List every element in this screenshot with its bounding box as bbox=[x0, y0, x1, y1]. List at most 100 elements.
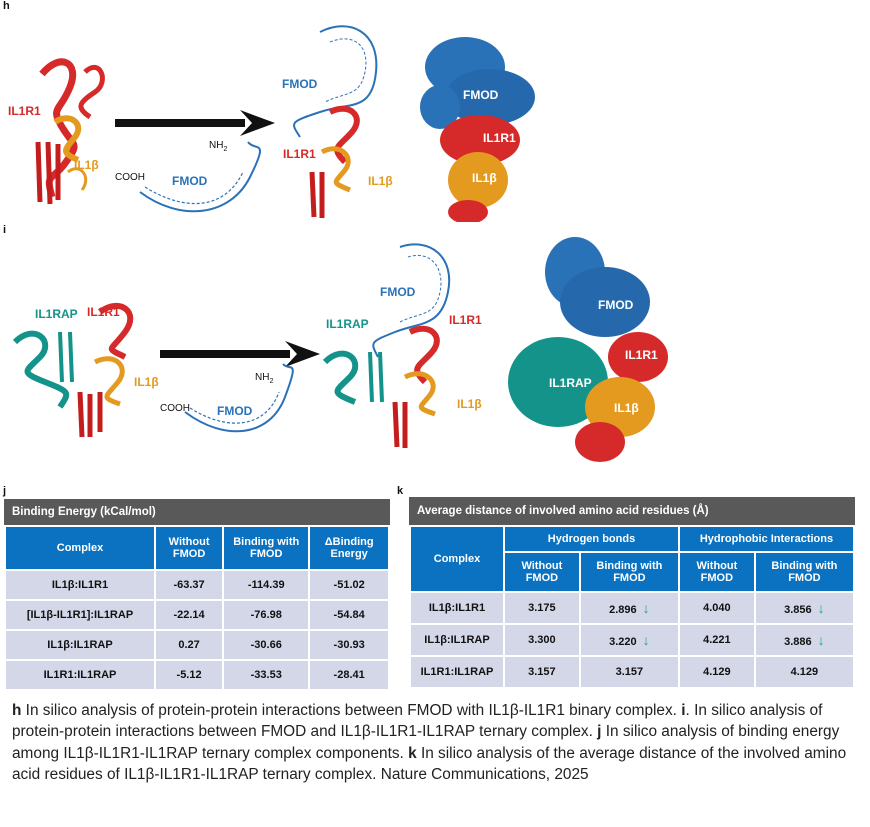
fmod-ribbon-bound bbox=[293, 25, 378, 138]
k-sub-header: Without FMOD bbox=[505, 553, 579, 591]
k-cell: 3.856 ↓ bbox=[755, 593, 853, 623]
binding-energy-grid: Complex Without FMOD Binding with FMOD Δ… bbox=[4, 525, 390, 691]
i-left-il1rap-label: IL1RAP bbox=[35, 307, 78, 321]
k-sub-header: Binding with FMOD bbox=[755, 553, 853, 591]
j-header-complex: Complex bbox=[6, 527, 154, 569]
j-header-without: Without FMOD bbox=[156, 527, 223, 569]
fmod-ribbon-free bbox=[139, 141, 261, 213]
k-cell: IL1β:IL1R1 bbox=[411, 593, 503, 623]
table-row: IL1β:IL1R1 -63.37 -114.39 -51.02 bbox=[6, 571, 388, 599]
il1rap-ribbon-left bbox=[12, 330, 74, 409]
j-cell: -33.53 bbox=[224, 661, 309, 689]
il1b-ribbon-mid bbox=[320, 146, 351, 193]
h-surface-model bbox=[420, 37, 535, 222]
down-arrow-icon: ↓ bbox=[642, 632, 650, 648]
h-free-fmod-label: FMOD bbox=[172, 174, 208, 188]
h-left-il1b-label: IL1β bbox=[74, 158, 99, 172]
i-surf-fmod-label: FMOD bbox=[598, 298, 634, 312]
j-cell: -28.41 bbox=[310, 661, 388, 689]
j-cell: -51.02 bbox=[310, 571, 388, 599]
panel-letter-i: i bbox=[3, 224, 7, 236]
j-header-delta: ΔBinding Energy bbox=[310, 527, 388, 569]
h-mid-fmod-label: FMOD bbox=[282, 77, 318, 91]
distance-title: Average distance of involved amino acid … bbox=[409, 497, 855, 525]
j-cell: -63.37 bbox=[156, 571, 223, 599]
k-cell: 4.221 bbox=[679, 625, 754, 655]
i-surface-model bbox=[508, 237, 668, 462]
i-mid-il1b-label: IL1β bbox=[457, 397, 482, 411]
table-row: [IL1β-IL1R1]:IL1RAP -22.14 -76.98 -54.84 bbox=[6, 601, 388, 629]
caption-j-text: In silico analysis of binding energy amo… bbox=[12, 723, 840, 762]
caption-k-letter: k bbox=[408, 744, 417, 762]
k-header-hydrophobic: Hydrophobic Interactions bbox=[679, 527, 853, 551]
h-surf-il1r1-label: IL1R1 bbox=[483, 131, 516, 145]
i-nh2-label: NH2 bbox=[255, 372, 273, 385]
k-header-complex: Complex bbox=[411, 527, 503, 591]
h-arrow bbox=[115, 110, 275, 136]
down-arrow-icon: ↓ bbox=[642, 600, 650, 616]
table-row: IL1β:IL1RAP 0.27 -30.66 -30.93 bbox=[6, 631, 388, 659]
table-row: IL1R1:IL1RAP -5.12 -33.53 -28.41 bbox=[6, 661, 388, 689]
i-cooh-label: COOH bbox=[160, 403, 190, 414]
j-cell: IL1β:IL1R1 bbox=[6, 571, 154, 599]
table-row: IL1β:IL1R1 3.175 2.896 ↓ 4.040 3.856 ↓ bbox=[411, 593, 853, 623]
k-sub-header: Without FMOD bbox=[679, 553, 754, 591]
j-cell: -76.98 bbox=[224, 601, 309, 629]
i-mid-il1rap-label: IL1RAP bbox=[326, 317, 369, 331]
k-cell: 3.157 bbox=[580, 657, 678, 687]
il1rap-ribbon-i-mid bbox=[322, 350, 384, 405]
i-surf-il1r1-label: IL1R1 bbox=[625, 348, 658, 362]
il1r1-ribbon-left bbox=[35, 58, 105, 205]
distance-grid: Complex Hydrogen bonds Hydrophobic Inter… bbox=[409, 525, 855, 689]
h-cooh-label: COOH bbox=[115, 172, 145, 183]
k-cell: 3.220 ↓ bbox=[580, 625, 678, 655]
fmod-ribbon-i-free bbox=[184, 363, 294, 433]
caption-h-letter: h bbox=[12, 702, 22, 719]
il1b-ribbon-i-left bbox=[93, 356, 125, 407]
caption-i-text: . In silico analysis of protein-protein … bbox=[12, 702, 823, 741]
fmod-ribbon-i-bound bbox=[372, 243, 451, 358]
il1b-ribbon-i-mid bbox=[403, 371, 436, 417]
il1b-ribbon-left bbox=[53, 115, 88, 191]
k-cell: 3.175 bbox=[505, 593, 579, 623]
j-cell: -5.12 bbox=[156, 661, 223, 689]
k-cell: 3.886 ↓ bbox=[755, 625, 853, 655]
i-mid-il1r1-label: IL1R1 bbox=[449, 313, 482, 327]
i-free-fmod-label: FMOD bbox=[217, 404, 253, 418]
down-arrow-icon: ↓ bbox=[817, 632, 825, 648]
binding-energy-title: Binding Energy (kCal/mol) bbox=[4, 499, 390, 525]
k-cell: IL1R1:IL1RAP bbox=[411, 657, 503, 687]
caption-k-text: In silico analysis of the average distan… bbox=[12, 744, 847, 783]
i-left-il1r1-label: IL1R1 bbox=[87, 305, 120, 319]
i-mid-fmod-label: FMOD bbox=[380, 285, 416, 299]
down-arrow-icon: ↓ bbox=[817, 600, 825, 616]
figure-caption: h In silico analysis of protein-protein … bbox=[12, 700, 862, 785]
h-nh2-label: NH2 bbox=[209, 140, 227, 153]
h-mid-il1r1-label: IL1R1 bbox=[283, 147, 316, 161]
panel-i-figure: IL1RAP IL1R1 IL1β COOH NH2 FMOD FMOD IL1… bbox=[12, 237, 668, 462]
k-cell: 4.129 bbox=[755, 657, 853, 687]
table-row: IL1β:IL1RAP 3.300 3.220 ↓ 4.221 3.886 ↓ bbox=[411, 625, 853, 655]
il1r1-ribbon-mid bbox=[309, 105, 360, 218]
h-surf-fmod-label: FMOD bbox=[463, 88, 499, 102]
k-cell: 4.040 bbox=[679, 593, 754, 623]
j-header-with: Binding with FMOD bbox=[224, 527, 309, 569]
panel-letter-k: k bbox=[397, 485, 404, 497]
i-left-il1b-label: IL1β bbox=[134, 375, 159, 389]
panel-h-figure: IL1R1 IL1β COOH NH2 FMOD FMOD IL1R1 IL1β… bbox=[8, 25, 535, 222]
distance-table: Average distance of involved amino acid … bbox=[409, 497, 855, 689]
j-cell: -54.84 bbox=[310, 601, 388, 629]
k-cell: 3.300 bbox=[505, 625, 579, 655]
j-cell: IL1β:IL1RAP bbox=[6, 631, 154, 659]
j-cell: 0.27 bbox=[156, 631, 223, 659]
panel-letter-h: h bbox=[3, 0, 10, 12]
j-cell: [IL1β-IL1R1]:IL1RAP bbox=[6, 601, 154, 629]
k-cell: 4.129 bbox=[679, 657, 754, 687]
panel-letter-j: j bbox=[3, 485, 7, 497]
j-cell: -30.66 bbox=[224, 631, 309, 659]
binding-energy-table: Binding Energy (kCal/mol) Complex Withou… bbox=[4, 499, 390, 691]
k-cell: 2.896 ↓ bbox=[580, 593, 678, 623]
k-cell: 3.157 bbox=[505, 657, 579, 687]
i-surf-il1rap-label: IL1RAP bbox=[549, 376, 592, 390]
k-sub-header: Binding with FMOD bbox=[580, 553, 678, 591]
